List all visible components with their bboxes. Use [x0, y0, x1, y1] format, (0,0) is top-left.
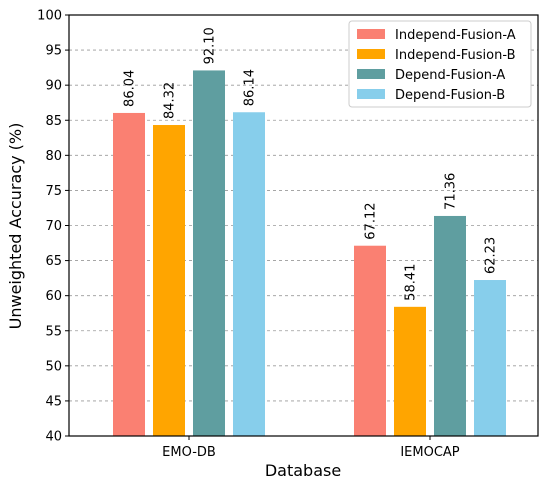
legend-label: Depend-Fusion-B [395, 88, 505, 103]
bar [233, 112, 265, 436]
bar-value-label: 92.10 [203, 27, 218, 64]
bar [193, 70, 225, 436]
bar-value-label: 84.32 [163, 82, 178, 119]
plot-frame [68, 14, 539, 437]
x-tick-label: EMO-DB [162, 445, 216, 460]
bar [354, 245, 386, 436]
legend-label: Depend-Fusion-A [395, 68, 505, 83]
y-axis-title: Unweighted Accuracy (%) [6, 123, 25, 330]
legend-swatch [357, 69, 385, 79]
legend-swatch [357, 49, 385, 59]
bar-value-label: 86.14 [243, 69, 258, 106]
axes: 40 45 50 55 60 65 70 75 80 85 90 95 100 EMO-DB IEMOCAP [37, 9, 539, 460]
bar-value-label: 58.41 [404, 264, 419, 301]
y-tick-label: 80 [45, 149, 62, 164]
bar-value-label: 71.36 [444, 173, 459, 210]
y-tick-label: 50 [45, 359, 62, 374]
value-labels: 86.04 67.12 84.32 58.41 92.10 71.36 86.14 62.23 [123, 27, 499, 301]
x-tick-label: IEMOCAP [400, 445, 459, 460]
x-axis-title: Database [265, 461, 341, 480]
y-tick-label: 85 [45, 114, 62, 129]
legend-label: Independ-Fusion-B [395, 48, 516, 63]
y-tick-label: 65 [45, 254, 62, 269]
legend-label: Independ-Fusion-A [395, 28, 516, 43]
y-tick-label: 55 [45, 324, 62, 339]
legend: Independ-Fusion-A Independ-Fusion-B Depend… [348, 20, 532, 108]
bar [394, 306, 426, 436]
y-tick-label: 60 [45, 289, 62, 304]
legend-box [348, 20, 532, 108]
y-tick-label: 70 [45, 219, 62, 234]
y-tick-label: 100 [37, 9, 62, 24]
bar [474, 280, 506, 436]
y-tick-label: 95 [45, 44, 62, 59]
bar-value-label: 86.04 [123, 70, 138, 107]
y-tick-label: 45 [45, 394, 62, 409]
legend-swatch [357, 89, 385, 99]
legend-swatch [357, 29, 385, 39]
y-tick-label: 90 [45, 79, 62, 94]
bar [434, 215, 466, 436]
bar [153, 125, 185, 436]
bar-value-label: 62.23 [484, 237, 499, 274]
y-tick-label: 75 [45, 184, 62, 199]
bar-value-label: 67.12 [364, 202, 379, 239]
y-tick-label: 40 [45, 430, 62, 445]
bar [113, 112, 145, 436]
bars [113, 70, 506, 436]
